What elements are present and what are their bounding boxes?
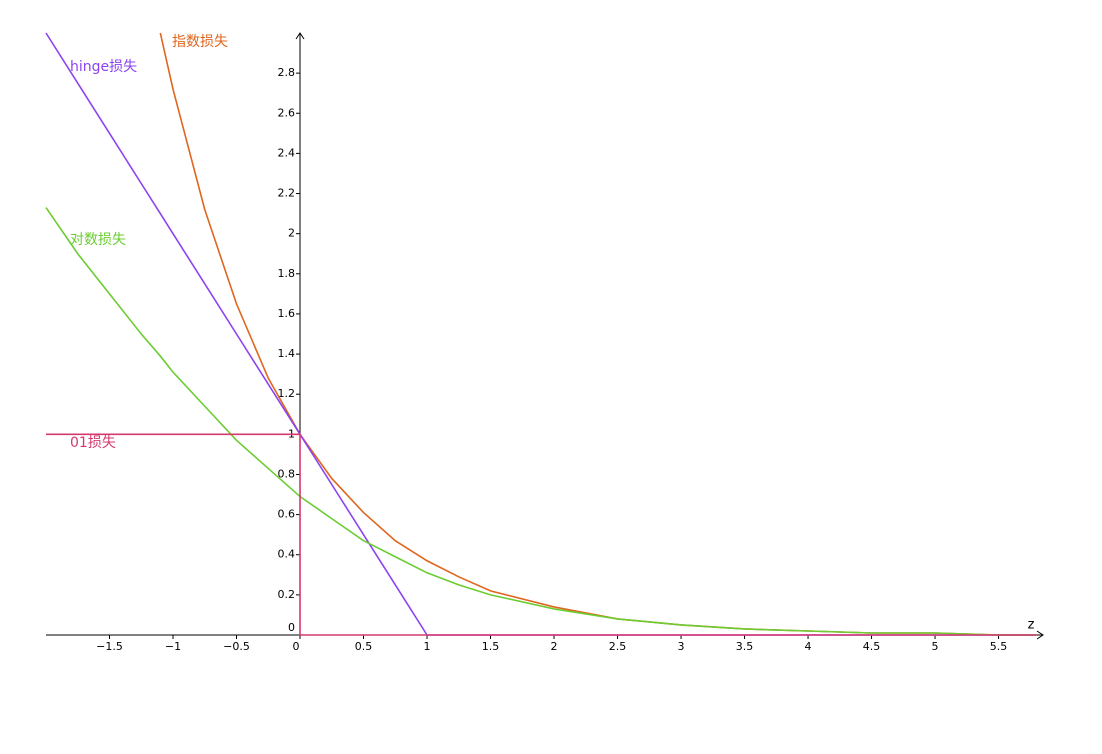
x-axis-arrow: [1036, 630, 1044, 640]
loss-curve: [159, 32, 1037, 636]
x-tick-label: 1.5: [482, 640, 500, 653]
y-tick-label: 1.8: [278, 267, 296, 280]
y-tick-label: 2.8: [278, 66, 296, 79]
curve-label: 指数损失: [172, 34, 228, 50]
y-tick-label: 1.2: [278, 387, 296, 400]
x-tick-label: 2: [551, 640, 558, 653]
y-tick-label: 0.2: [278, 588, 296, 601]
loss-curve: [45, 207, 1037, 636]
x-tick-label: 0.5: [355, 640, 373, 653]
y-tick-label: 2.6: [278, 106, 296, 119]
y-tick-label: 1.4: [278, 347, 296, 360]
curve-label: hinge损失: [70, 59, 137, 75]
x-tick-label: 2.5: [609, 640, 627, 653]
x-tick-label: 0: [293, 640, 300, 653]
x-tick-label: −1: [165, 640, 181, 653]
y-axis-arrow: [295, 32, 305, 40]
curve-label: 对数损失: [70, 232, 126, 248]
y-tick-label: 2.2: [278, 187, 296, 200]
x-tick-label: 5: [932, 640, 939, 653]
x-tick-label: −1.5: [96, 640, 123, 653]
y-tick-label: 2: [288, 227, 295, 240]
loss-curve: [46, 433, 1037, 636]
loss-curve: [45, 32, 1037, 636]
y-tick-label: 2.4: [278, 146, 296, 159]
x-tick-label: 1: [424, 640, 431, 653]
x-tick-label: 5.5: [990, 640, 1008, 653]
y-tick-label: 0.8: [278, 467, 296, 480]
x-tick-label: 3: [678, 640, 685, 653]
y-tick-label: 1.6: [278, 307, 296, 320]
y-tick-label: 0.4: [278, 548, 296, 561]
x-tick-label: 4: [805, 640, 812, 653]
curve-label: 01损失: [70, 435, 116, 451]
y-tick-label: 0.6: [278, 508, 296, 521]
x-axis-label: z: [1028, 618, 1035, 633]
x-tick-label: 4.5: [863, 640, 881, 653]
x-tick-label: −0.5: [223, 640, 250, 653]
x-tick-label: 3.5: [736, 640, 754, 653]
y-tick-label: 0: [288, 621, 295, 634]
